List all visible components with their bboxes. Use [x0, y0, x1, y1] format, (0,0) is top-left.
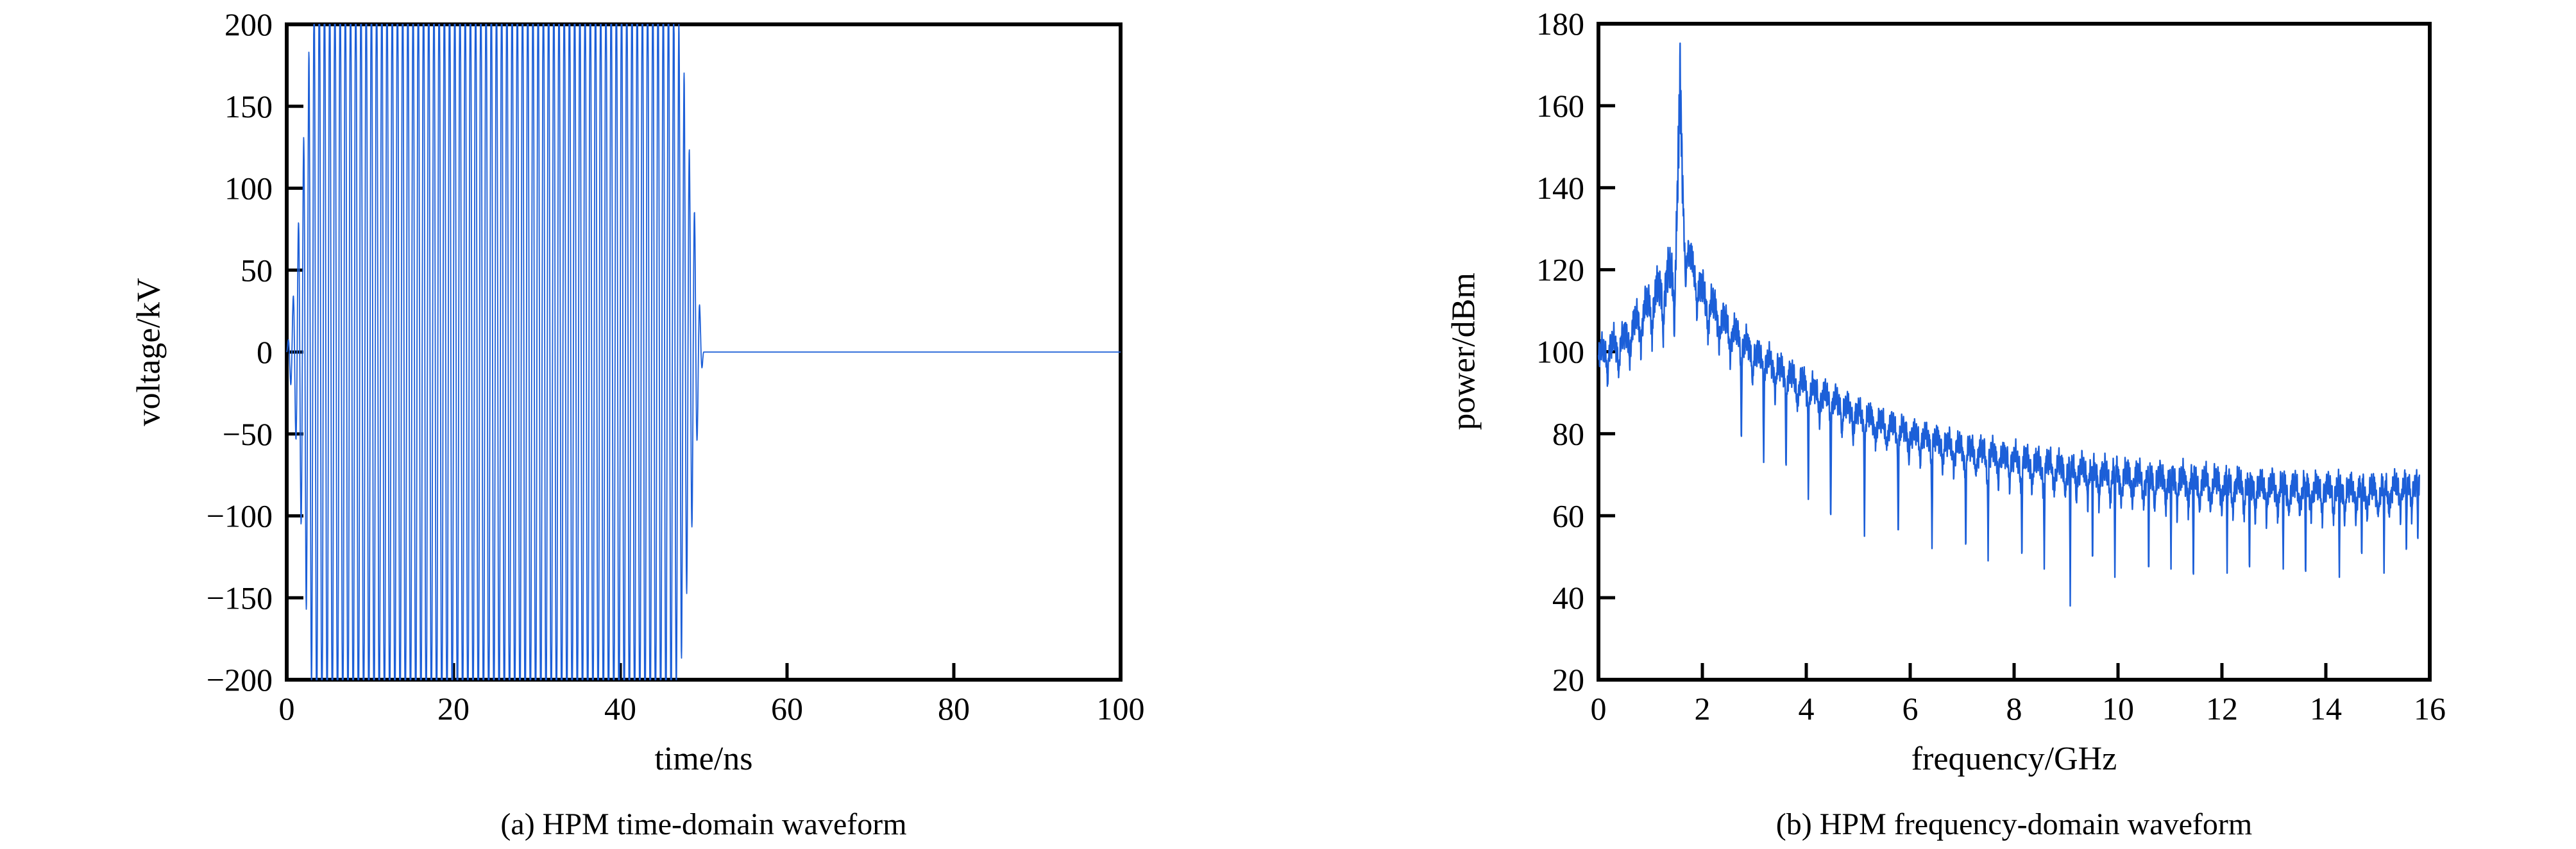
x-tick-label: 12 [2206, 691, 2238, 727]
x-tick-label: 40 [604, 691, 636, 727]
y-tick-label: 20 [1552, 662, 1584, 698]
caption-frequency-domain: (b) HPM frequency-domain waveform [1775, 807, 2253, 841]
x-tick-label: 0 [1591, 691, 1607, 727]
x-tick-label: 8 [2006, 691, 2022, 727]
y-tick-label: 160 [1536, 88, 1584, 124]
y-tick-label: 40 [1552, 580, 1584, 616]
x-tick-label: 2 [1695, 691, 1711, 727]
x-tick-label: 20 [437, 691, 470, 727]
frequency-domain-spectrum-trace [1597, 42, 2420, 607]
x-tick-label: 80 [938, 691, 970, 727]
x-tick-label: 0 [279, 691, 295, 727]
y-tick-label: 200 [225, 6, 273, 42]
voltage-axis-label: voltage/kV [130, 278, 167, 426]
y-tick-label: 140 [1536, 170, 1584, 206]
hpm-frequency-domain-chart: 0 2 4 6 8 10 12 14 16 20 40 60 80 100 120 140 160 180 [1536, 6, 2446, 727]
y-tick-label: −100 [207, 498, 273, 534]
time-domain-waveform-trace [286, 24, 1121, 680]
x-tick-label: 16 [2414, 691, 2446, 727]
y-tick-label: 150 [225, 88, 273, 124]
y-tick-label: −150 [207, 580, 273, 616]
x-tick-label: 6 [1902, 691, 1919, 727]
y-tick-label: 180 [1536, 6, 1584, 42]
y-tick-label: 120 [1536, 252, 1584, 288]
x-tick-label: 100 [1097, 691, 1145, 727]
power-axis-label: power/dBm [1445, 273, 1482, 430]
y-tick-label: −50 [223, 416, 273, 452]
y-tick-label: 100 [225, 171, 273, 206]
x-tick-label: 4 [1799, 691, 1815, 727]
y-tick-label: 60 [1552, 498, 1584, 534]
caption-time-domain: (a) HPM time-domain waveform [500, 807, 907, 841]
frequency-axis-label: frequency/GHz [1911, 741, 2117, 777]
x-tick-label: 10 [2102, 691, 2134, 727]
y-tick-label: 100 [1536, 334, 1584, 370]
time-axis-label: time/ns [654, 741, 753, 777]
y-tick-label: 0 [257, 334, 273, 370]
x-tick-label: 14 [2310, 691, 2342, 727]
hpm-time-domain-chart: 0 20 40 60 80 100 −200 −150 −100 −50 0 50 100 150 200 [207, 6, 1145, 727]
y-tick-label: 50 [241, 252, 273, 288]
x-tick-label: 60 [771, 691, 803, 727]
y-tick-label: −200 [207, 662, 273, 698]
plot-box [1597, 22, 2432, 682]
y-tick-label: 80 [1552, 416, 1584, 451]
